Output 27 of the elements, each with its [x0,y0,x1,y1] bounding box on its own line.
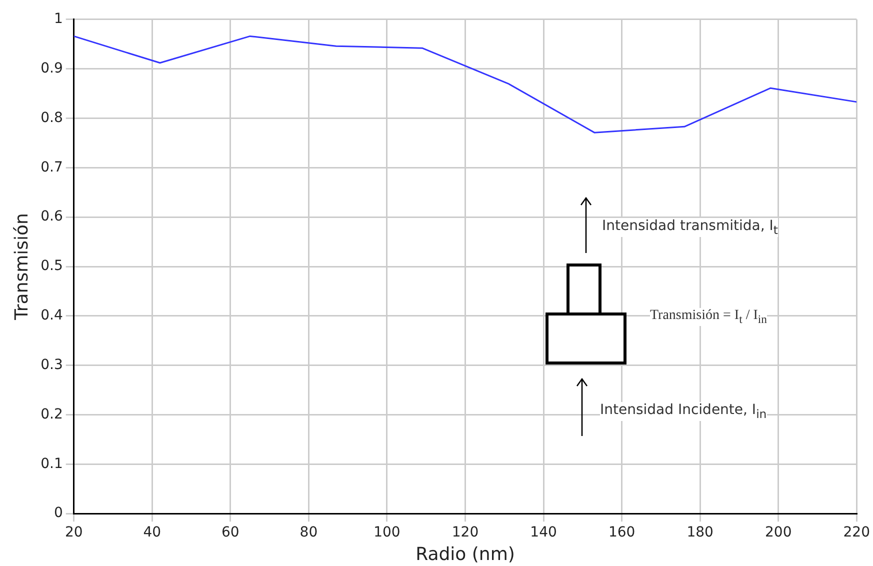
x-tick-label: 180 [686,524,714,541]
y-tick-label: 0.4 [40,308,63,324]
annotation: Intensidad transmitida, I$_{t}$ [602,218,778,237]
x-tick-label: 60 [222,524,240,541]
x-axis-title: Radio (nm) [416,544,515,565]
y-tick-label: 0 [54,505,63,522]
x-tick-label: 200 [764,524,792,541]
y-tick-label: 0.1 [40,456,63,472]
x-tick-label: 40 [143,524,162,541]
y-tick-label: 1 [54,11,63,28]
annotation: Intensidad Incidente, I$_{in}$ [600,402,767,421]
y-tick-label: 0.9 [40,60,63,76]
y-axis-title: Transmisión [11,213,32,321]
x-tick-label: 120 [452,524,479,541]
x-tick-label: 80 [300,524,318,541]
y-tick-label: 0.5 [40,258,63,274]
x-tick-label: 220 [843,524,870,541]
annotation: Transmisión = I$_{t}$ / I$_{in}$ [650,308,767,326]
x-tick-label: 20 [64,524,83,541]
y-tick-label: 0.3 [40,356,63,373]
y-tick-label: 0.6 [40,208,63,225]
y-tick-label: 0.7 [40,159,63,176]
y-tick-label: 0.2 [40,406,63,422]
x-tick-label: 160 [608,524,636,541]
x-tick-label: 100 [374,524,400,541]
x-tick-label: 140 [530,524,557,541]
y-tick-label: 0.8 [40,110,63,126]
